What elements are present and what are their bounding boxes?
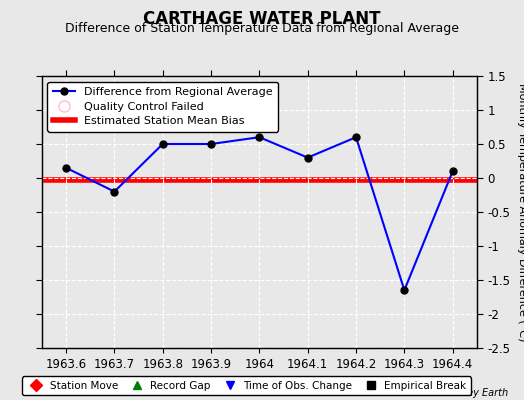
Y-axis label: Monthly Temperature Anomaly Difference (°C): Monthly Temperature Anomaly Difference (… [517, 83, 524, 341]
Legend: Difference from Regional Average, Quality Control Failed, Estimated Station Mean: Difference from Regional Average, Qualit… [48, 82, 278, 132]
Text: CARTHAGE WATER PLANT: CARTHAGE WATER PLANT [143, 10, 381, 28]
Legend: Station Move, Record Gap, Time of Obs. Change, Empirical Break: Station Move, Record Gap, Time of Obs. C… [22, 376, 471, 395]
Text: Difference of Station Temperature Data from Regional Average: Difference of Station Temperature Data f… [65, 22, 459, 35]
Text: Berkeley Earth: Berkeley Earth [436, 388, 508, 398]
